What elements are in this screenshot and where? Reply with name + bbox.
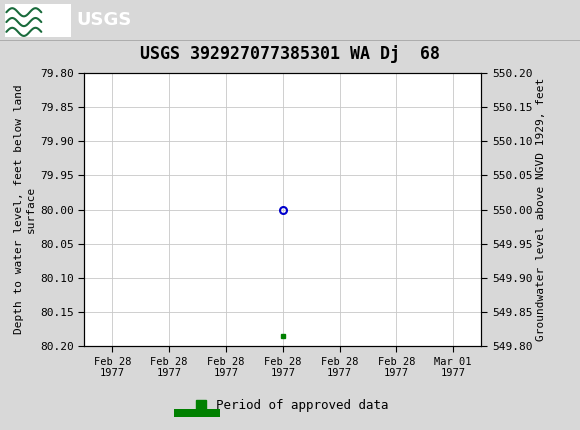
Y-axis label: Groundwater level above NGVD 1929, feet: Groundwater level above NGVD 1929, feet <box>536 78 546 341</box>
Text: USGS: USGS <box>76 12 131 29</box>
FancyBboxPatch shape <box>5 4 71 37</box>
Bar <box>174 409 220 417</box>
Legend: Period of approved data: Period of approved data <box>186 394 394 417</box>
Y-axis label: Depth to water level, feet below land
surface: Depth to water level, feet below land su… <box>14 85 36 335</box>
Text: USGS 392927077385301 WA Dj  68: USGS 392927077385301 WA Dj 68 <box>140 45 440 63</box>
